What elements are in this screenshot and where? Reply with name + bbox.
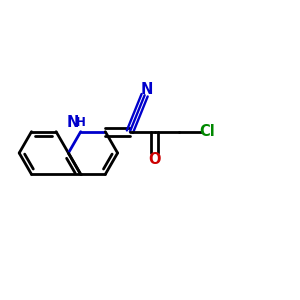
Text: O: O [148, 152, 161, 167]
Text: Cl: Cl [200, 124, 215, 139]
Text: N: N [66, 115, 79, 130]
Text: N: N [141, 82, 153, 97]
Text: H: H [76, 116, 86, 129]
